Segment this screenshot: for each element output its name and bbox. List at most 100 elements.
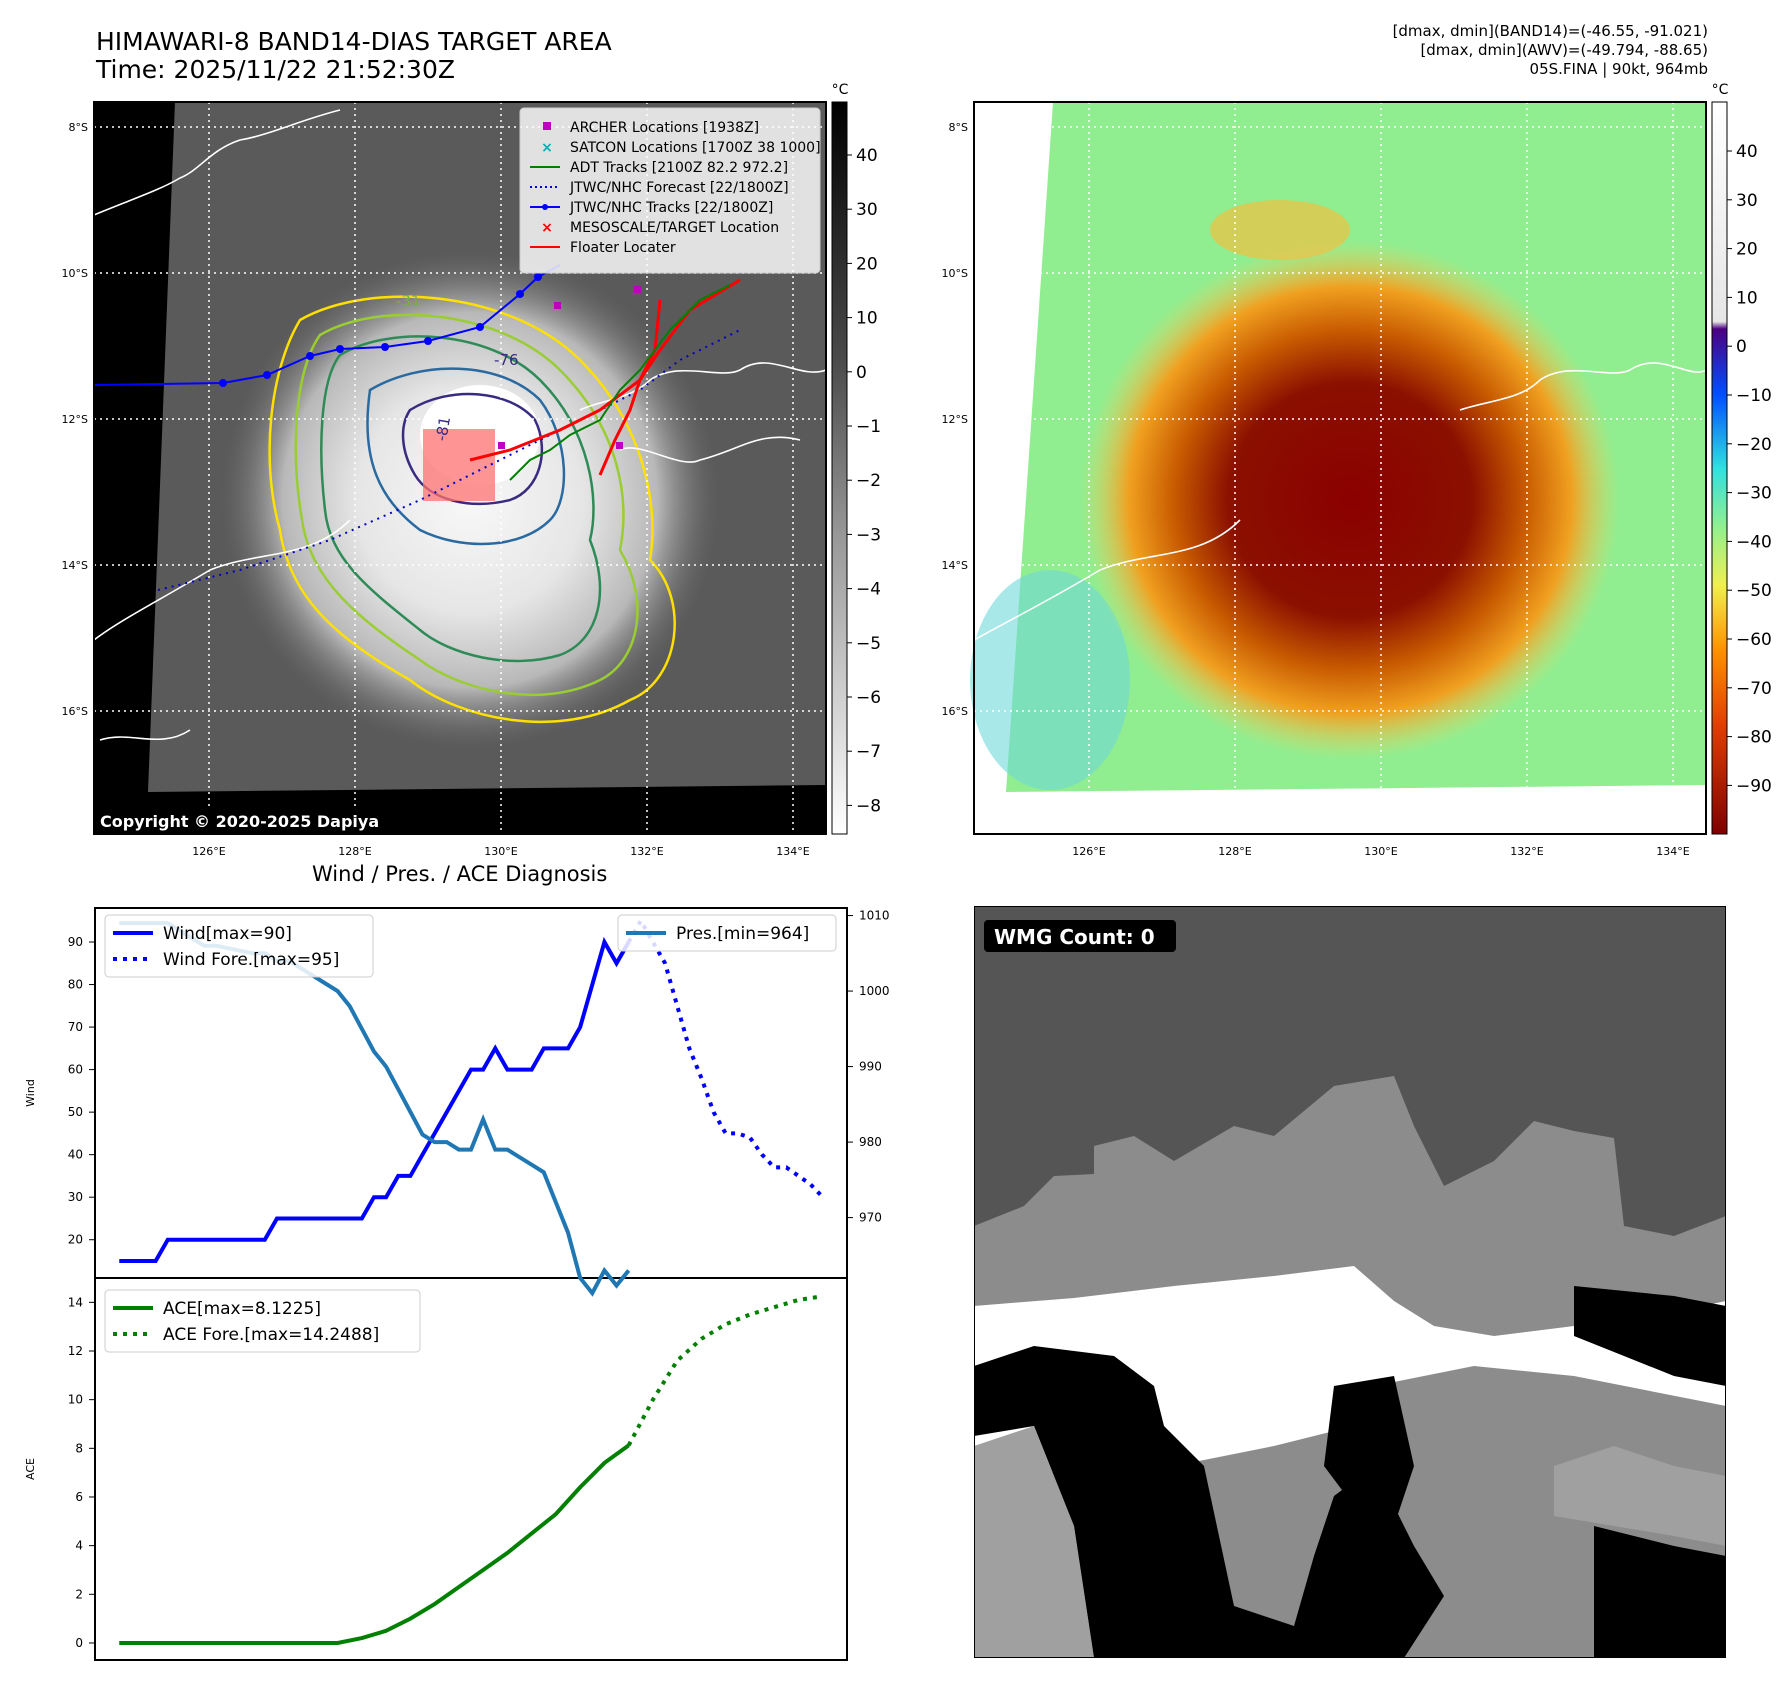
- colorbar-tick-label: −50: [1736, 581, 1772, 601]
- ace-tick-label: 12: [68, 1344, 83, 1358]
- svg-text:126°E: 126°E: [1072, 845, 1105, 858]
- colorbar-tick-label: −90: [1736, 776, 1772, 796]
- title-line-1: HIMAWARI-8 BAND14-DIAS TARGET AREA: [96, 27, 612, 56]
- legend-box: [104, 914, 374, 978]
- legend-label: Pres.[min=964]: [676, 924, 809, 944]
- ace-legend: ACE[max=8.1225] ACE Fore.[max=14.2488]: [104, 1289, 421, 1353]
- series-wind-fore-: [626, 916, 825, 1199]
- ace-tick-label: 10: [68, 1393, 83, 1407]
- colorbar-tick-label: 10: [856, 309, 878, 329]
- legend-label: ACE[max=8.1225]: [163, 1299, 321, 1319]
- awv-storm: [1080, 240, 1620, 760]
- colorbar-tick-label: −40: [1736, 532, 1772, 552]
- wind-axis-label: Wind: [24, 1079, 37, 1107]
- title-line-2: Time: 2025/11/22 21:52:30Z: [96, 55, 455, 84]
- awv-tick-labels: 8°S 10°S 12°S 14°S 16°S 126°E 128°E 130°…: [942, 121, 1690, 858]
- legend-item: JTWC/NHC Forecast [22/1800Z]: [530, 180, 789, 196]
- contour-label: -31: [396, 292, 421, 310]
- legend-box: [617, 914, 837, 952]
- ace-tick-label: 2: [75, 1587, 83, 1601]
- colorbar-tick-label: 10: [1736, 288, 1758, 308]
- map-frame: [93, 101, 827, 835]
- colorbar-unit: °C: [832, 82, 849, 98]
- wind-tick-label: 20: [68, 1233, 83, 1247]
- svg-text:134°E: 134°E: [1656, 845, 1689, 858]
- colorbar-tick-label: 0: [856, 363, 867, 383]
- legend-marker: [543, 122, 551, 130]
- wind-tick-label: 40: [68, 1148, 83, 1162]
- svg-text:10°S: 10°S: [942, 267, 968, 280]
- legend-item: × SATCON Locations [1700Z 38 1000]: [541, 140, 820, 156]
- colorbar-tick-label: −80: [856, 796, 880, 816]
- colorbar-tick-label: −60: [1736, 630, 1772, 650]
- ace-tick-label: 0: [75, 1636, 83, 1650]
- colorbar-tick-label: −80: [1736, 728, 1772, 748]
- colorbar-tick-label: 0: [1736, 337, 1747, 357]
- colorbar-tick-label: −40: [856, 580, 880, 600]
- colorbar-tick-label: 20: [1736, 240, 1758, 260]
- map-tick-labels: 8°S 10°S 12°S 14°S 16°S 126°E 128°E 130°…: [62, 121, 810, 858]
- wind-tick-label: 30: [68, 1190, 83, 1204]
- info-line-3: 05S.FINA | 90kt, 964mb: [1529, 60, 1708, 78]
- ace-tick-label: 14: [68, 1295, 83, 1309]
- wind-tick-label: 60: [68, 1063, 83, 1077]
- legend-label: ADT Tracks [2100Z 82.2 972.2]: [570, 160, 788, 176]
- contour-label: -76: [494, 351, 519, 369]
- colorbar-tick-label: 30: [856, 200, 878, 220]
- svg-text:10°S: 10°S: [62, 267, 88, 280]
- ir-colorbar-ticks: 40 30 20 10 0 −10 −20 −30 −40 −50 −60 −70 −80: [847, 146, 880, 816]
- pressure-tick-label: 970: [859, 1211, 882, 1225]
- series-wind: [119, 936, 631, 1263]
- colorbar-tick-label: 30: [1736, 191, 1758, 211]
- legend-label: Wind[max=90]: [163, 924, 292, 944]
- adt-track-line: [509, 284, 731, 481]
- colorbar-tick-label: −20: [1736, 435, 1772, 455]
- colorbar-tick-label: 20: [856, 254, 878, 274]
- series-pres-: [119, 921, 631, 1297]
- svg-text:128°E: 128°E: [338, 845, 371, 858]
- ace-tick-label: 4: [75, 1539, 83, 1553]
- legend-item: × MESOSCALE/TARGET Location: [541, 220, 779, 236]
- legend-marker: ×: [541, 220, 553, 236]
- diagnostic-info: [dmax, dmin](BAND14)=(-46.55, -91.021) […: [1108, 22, 1708, 79]
- ace-axis-label: ACE: [24, 1458, 37, 1480]
- archer-points: [498, 286, 641, 449]
- contour-label: -81: [432, 415, 454, 442]
- legend-marker: ×: [541, 140, 553, 156]
- colorbar-tick-label: 40: [1736, 142, 1758, 162]
- legend-label: JTWC/NHC Forecast [22/1800Z]: [569, 180, 789, 196]
- colorbar-tick-label: −60: [856, 688, 880, 708]
- jtwc-track-points: [219, 273, 542, 387]
- svg-text:8°S: 8°S: [69, 121, 88, 134]
- svg-text:12°S: 12°S: [942, 413, 968, 426]
- wind-tick-label: 70: [68, 1020, 83, 1034]
- legend-label: SATCON Locations [1700Z 38 1000]: [570, 140, 821, 156]
- svg-text:12°S: 12°S: [62, 413, 88, 426]
- pressure-tick-label: 990: [859, 1060, 882, 1074]
- colorbar-tick-label: −20: [856, 471, 880, 491]
- svg-text:134°E: 134°E: [776, 845, 809, 858]
- svg-text:16°S: 16°S: [942, 705, 968, 718]
- wind-tick-label: 80: [68, 978, 83, 992]
- info-line-2: [dmax, dmin](AWV)=(-49.794, -88.65): [1420, 41, 1708, 59]
- mesoscale-target-box: [423, 429, 495, 501]
- legend-item: ADT Tracks [2100Z 82.2 972.2]: [530, 160, 788, 176]
- ace-tick-label: 6: [75, 1490, 83, 1504]
- legend-box: [104, 1289, 421, 1353]
- ace-axes-frame: [94, 1277, 848, 1661]
- floater-locater-branch: [598, 299, 662, 476]
- wmg-count-badge: [984, 920, 1176, 952]
- svg-text:126°E: 126°E: [192, 845, 225, 858]
- ir-map-panel: -31 -76 -81 ARCHER Locations [1938Z] × SAT…: [62, 82, 880, 858]
- ir-colorbar: [831, 101, 848, 835]
- series-ace-fore-: [626, 1294, 824, 1447]
- figure-title: HIMAWARI-8 BAND14-DIAS TARGET AREA Time:…: [96, 28, 612, 84]
- legend-label: MESOSCALE/TARGET Location: [570, 220, 779, 236]
- pressure-legend: Pres.[min=964]: [617, 914, 837, 952]
- floater-locater-line: [469, 278, 741, 462]
- ace-tick-label: 8: [75, 1441, 83, 1455]
- temperature-contours: [268, 295, 676, 724]
- colorbar-tick-label: −10: [1736, 386, 1772, 406]
- awv-map-panel: 8°S 10°S 12°S 14°S 16°S 126°E 128°E 130°…: [942, 82, 1772, 858]
- coastlines: [93, 109, 827, 741]
